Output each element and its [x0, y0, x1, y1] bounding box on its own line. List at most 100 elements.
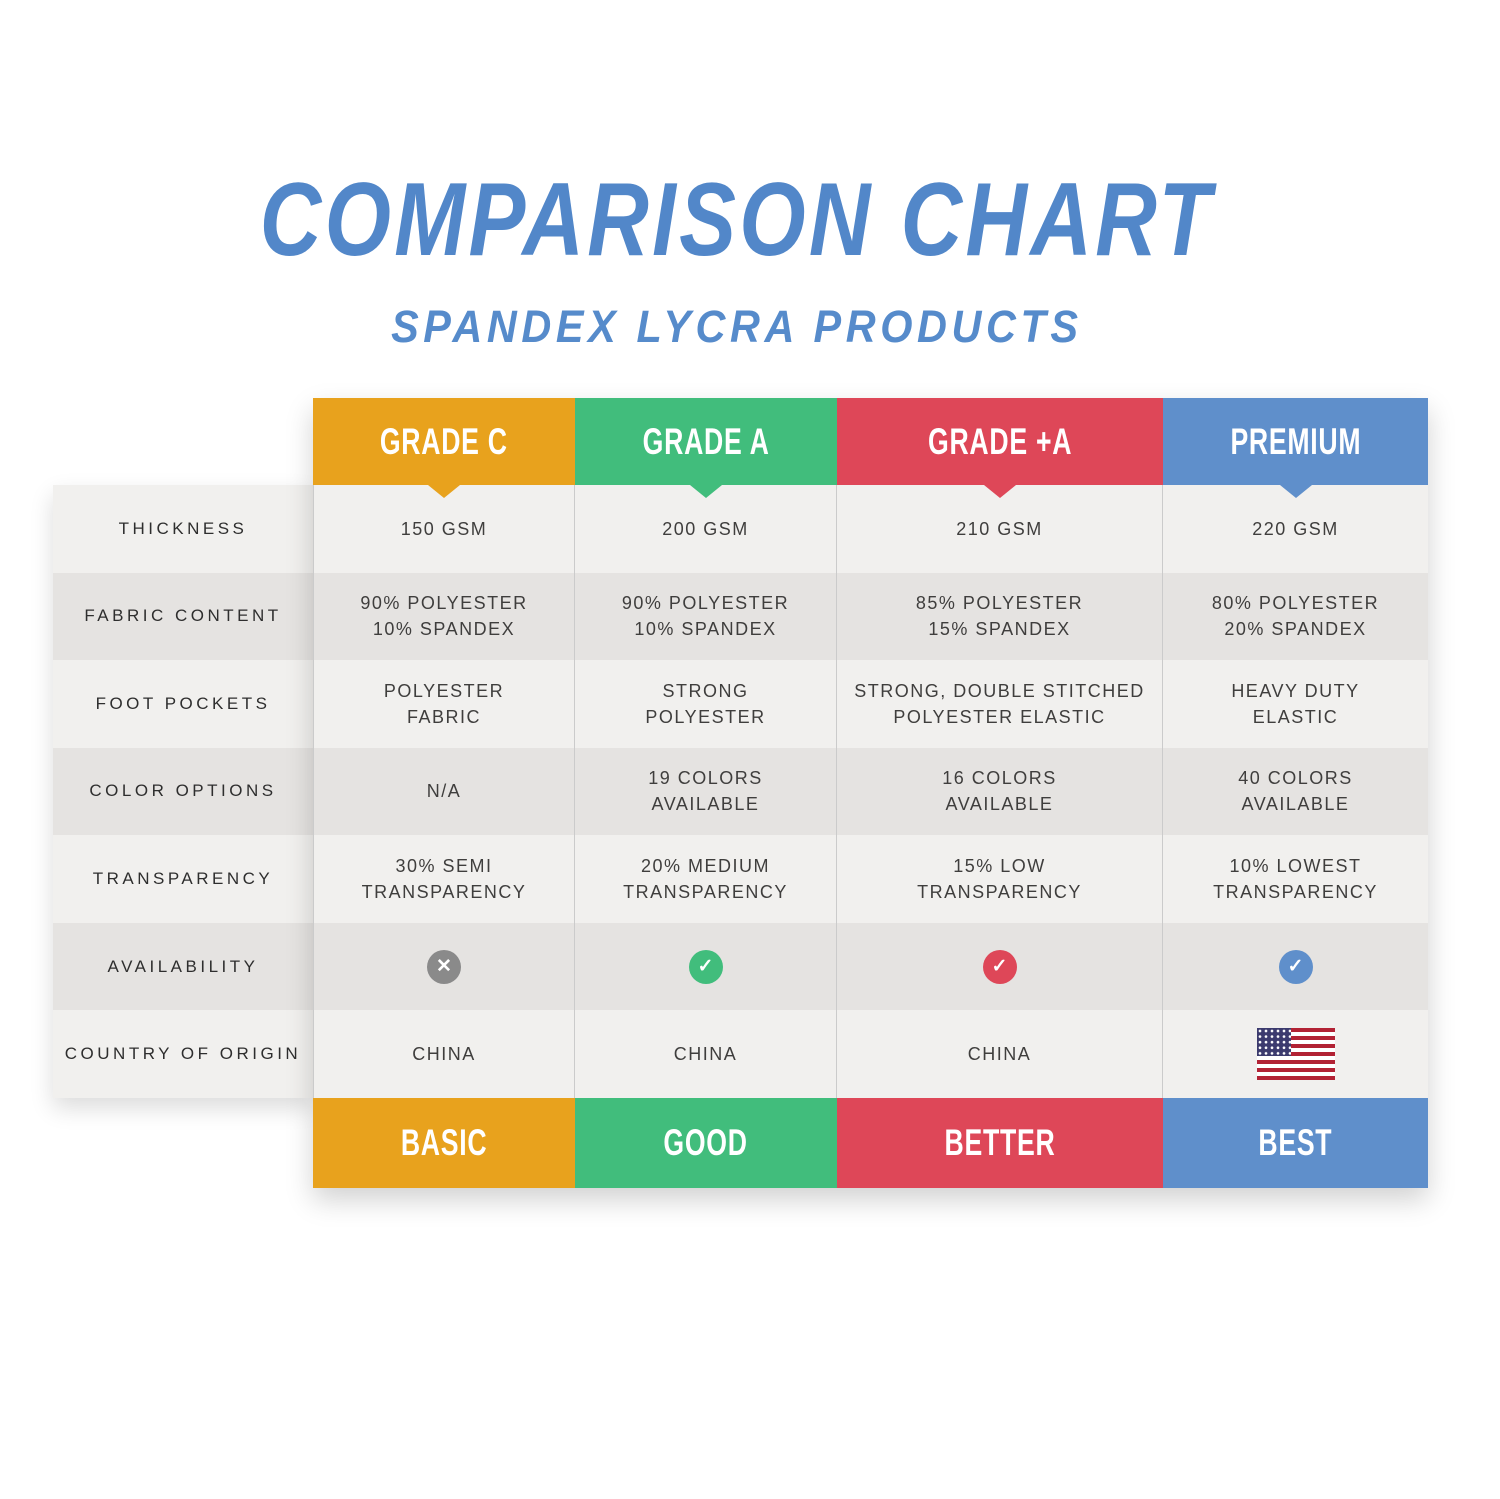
tier-footer-row: BASIC GOOD BETTER BEST [313, 1098, 1428, 1188]
table-cell: ✓ [575, 922, 837, 1011]
cell-text-line: N/A [426, 781, 462, 802]
header-pointer-icon [1279, 485, 1312, 498]
table-cell: 19 COLORS AVAILABLE [575, 747, 837, 836]
table-cell: 40 COLORS AVAILABLE [1163, 747, 1428, 836]
column-header-grade-a: GRADE A [575, 398, 837, 498]
row-label-thickness: THICKNESS [53, 485, 313, 573]
tier-footer-label: BASIC [400, 1122, 488, 1163]
cell-text-line: 10% SPANDEX [634, 619, 777, 640]
check-icon: ✓ [688, 949, 723, 984]
cell-text-line: 150 GSM [400, 518, 488, 539]
availability-glyph: ✓ [991, 956, 1008, 978]
table-cell: 16 COLORS AVAILABLE [837, 747, 1163, 836]
table-cell: 30% SEMI TRANSPARENCY [313, 835, 575, 923]
page-title: COMPARISON CHART [259, 162, 1215, 278]
title-block: COMPARISON CHART SPANDEX LYCRA PRODUCTS [0, 168, 1474, 349]
tier-footer-better: BETTER [837, 1098, 1163, 1188]
cell-text-line: POLYESTER ELASTIC [893, 706, 1106, 727]
column-header-label: GRADE +A [927, 420, 1073, 462]
column-header-label: GRADE A [642, 420, 770, 462]
table-cell: 150 GSM [313, 485, 575, 573]
row-label-foot-pockets: FOOT POCKETS [53, 660, 313, 748]
cell-text-line: AVAILABLE [1241, 794, 1350, 815]
header-pointer-icon [428, 485, 460, 498]
column-header-row: GRADE C GRADE A GRADE +A PREMIUM [313, 398, 1428, 498]
table-cell: 90% POLYESTER 10% SPANDEX [575, 572, 837, 661]
cell-text-line: ELASTIC [1252, 706, 1339, 727]
table-cell: N/A [313, 747, 575, 836]
cell-text-line: TRANSPARENCY [1213, 882, 1378, 903]
table-cell: CHINA [837, 1010, 1163, 1098]
availability-glyph: ✓ [697, 956, 714, 978]
cross-icon: ✕ [427, 949, 461, 984]
column-header-premium: PREMIUM [1163, 398, 1428, 498]
tier-footer-label: BEST [1258, 1122, 1333, 1163]
table-cell [1163, 1010, 1428, 1098]
usa-flag-canton [1256, 1028, 1291, 1057]
usa-flag-icon [1256, 1028, 1335, 1081]
cell-text-line: FABRIC [406, 706, 481, 727]
row-label-transparency: TRANSPARENCY [53, 835, 313, 923]
column-header-label: GRADE C [380, 420, 508, 462]
cell-text-line: AVAILABLE [945, 794, 1054, 815]
table-cell: 15% LOW TRANSPARENCY [837, 835, 1163, 923]
table-cell: 210 GSM [837, 485, 1163, 573]
cell-text-line: CHINA [673, 1044, 738, 1065]
check-icon: ✓ [982, 949, 1017, 984]
cell-text-line: 220 GSM [1252, 518, 1339, 539]
availability-glyph: ✓ [1287, 956, 1304, 978]
row-label-color-options: COLOR OPTIONS [53, 747, 313, 836]
cell-text-line: POLYESTER [645, 706, 766, 727]
cell-text-line: 10% SPANDEX [372, 619, 516, 640]
cell-text-line: TRANSPARENCY [623, 882, 788, 903]
table-cell: POLYESTER FABRIC [313, 660, 575, 748]
cell-text-line: CHINA [967, 1044, 1032, 1065]
cell-text-line: 85% POLYESTER [915, 593, 1084, 614]
tier-footer-good: GOOD [575, 1098, 837, 1188]
cell-text-line: 200 GSM [662, 518, 749, 539]
cell-text-line: 20% MEDIUM [640, 855, 771, 876]
cell-text-line: CHINA [412, 1044, 476, 1065]
row-label-country-of-origin: COUNTRY OF ORIGIN [53, 1010, 313, 1098]
table-cell: ✕ [313, 922, 575, 1011]
table-cell: STRONG, DOUBLE STITCHED POLYESTER ELASTIC [837, 660, 1163, 748]
cell-text-line: 15% SPANDEX [928, 619, 1071, 640]
tier-footer-basic: BASIC [313, 1098, 575, 1188]
comparison-table: GRADE C GRADE A GRADE +A PREMIUM 150 GSM 200… [313, 398, 1428, 1188]
cell-text-line: STRONG, DOUBLE STITCHED [854, 680, 1145, 701]
cell-text-line: 15% LOW [953, 855, 1046, 876]
table-cell: 90% POLYESTER 10% SPANDEX [313, 572, 575, 661]
cell-text-line: 10% LOWEST [1229, 855, 1362, 876]
row-labels-panel: THICKNESS FABRIC CONTENT FOOT POCKETS COLOR… [53, 485, 313, 1098]
table-cell: 220 GSM [1163, 485, 1428, 573]
table-cell: ✓ [1163, 922, 1428, 1011]
table-cell: CHINA [313, 1010, 575, 1098]
cell-text-line: 16 COLORS [942, 768, 1057, 789]
table-cell: 80% POLYESTER 20% SPANDEX [1163, 572, 1428, 661]
table-cell: 10% LOWEST TRANSPARENCY [1163, 835, 1428, 923]
table-cell: 200 GSM [575, 485, 837, 573]
cell-text-line: 90% POLYESTER [360, 593, 528, 614]
cell-text-line: STRONG [662, 680, 749, 701]
tier-footer-label: BETTER [944, 1122, 1056, 1163]
cell-text-line: AVAILABLE [651, 794, 760, 815]
header-pointer-icon [984, 485, 1016, 498]
cell-text-line: 210 GSM [956, 518, 1043, 539]
table-cell: CHINA [575, 1010, 837, 1098]
cell-text-line: 20% SPANDEX [1224, 619, 1367, 640]
row-label-availability: AVAILABILITY [53, 922, 313, 1011]
availability-glyph: ✕ [436, 956, 452, 978]
cell-text-line: POLYESTER [383, 680, 505, 701]
table-body: 150 GSM 200 GSM 210 GSM 220 GSM 90% POLYESTE… [313, 485, 1428, 1098]
cell-text-line: 19 COLORS [648, 768, 763, 789]
table-cell: STRONG POLYESTER [575, 660, 837, 748]
table-cell: 20% MEDIUM TRANSPARENCY [575, 835, 837, 923]
cell-text-line: TRANSPARENCY [361, 882, 527, 903]
tier-footer-best: BEST [1163, 1098, 1428, 1188]
table-cell: 85% POLYESTER 15% SPANDEX [837, 572, 1163, 661]
check-icon: ✓ [1278, 949, 1313, 984]
cell-text-line: 80% POLYESTER [1211, 593, 1380, 614]
page-subtitle: SPANDEX LYCRA PRODUCTS [391, 301, 1083, 352]
row-label-fabric-content: FABRIC CONTENT [53, 572, 313, 661]
